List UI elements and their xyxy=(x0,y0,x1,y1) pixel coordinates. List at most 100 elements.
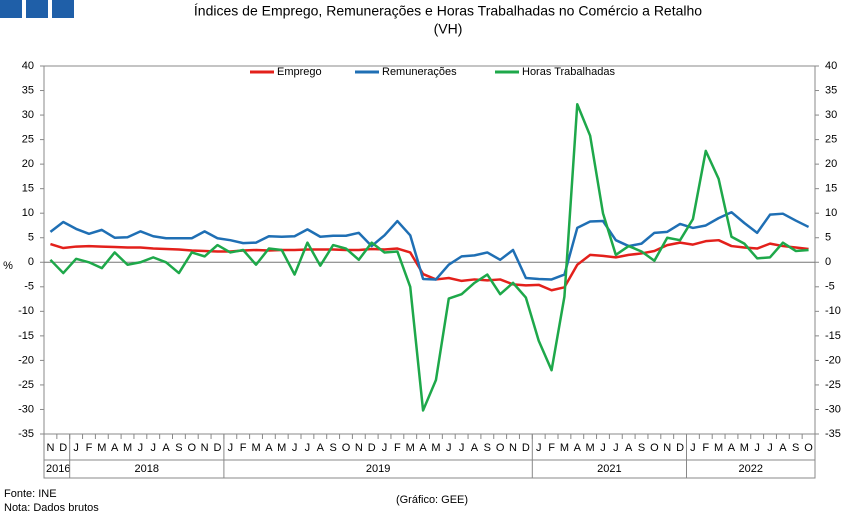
y-tick-label: 40 xyxy=(22,60,34,72)
y2-tick-label: -5 xyxy=(825,281,835,293)
x-tick-label: N xyxy=(509,442,517,454)
credit: (Gráfico: GEE) xyxy=(396,494,468,506)
y-tick-label: -15 xyxy=(18,330,34,342)
y2-tick-label: -35 xyxy=(825,428,841,440)
x-tick-label: A xyxy=(419,442,427,454)
legend-label: Remunerações xyxy=(382,66,457,78)
y-tick-label: -25 xyxy=(18,379,34,391)
y2-tick-label: 10 xyxy=(825,207,837,219)
x-tick-label: F xyxy=(548,442,555,454)
x-tick-label: J xyxy=(613,442,619,454)
y-tick-label: -20 xyxy=(18,354,34,366)
y-tick-label: 30 xyxy=(22,109,34,121)
year-label: 2021 xyxy=(597,463,621,475)
x-tick-label: J xyxy=(536,442,542,454)
x-tick-label: S xyxy=(175,442,182,454)
x-tick-label: M xyxy=(714,442,723,454)
y-tick-label: 0 xyxy=(28,256,34,268)
x-tick-label: J xyxy=(305,442,311,454)
year-label: 2022 xyxy=(739,463,763,475)
x-tick-label: M xyxy=(123,442,132,454)
x-tick-label: A xyxy=(471,442,479,454)
y2-tick-label: -10 xyxy=(825,305,841,317)
legend-label: Horas Trabalhadas xyxy=(522,66,615,78)
x-tick-label: M xyxy=(277,442,286,454)
x-tick-label: M xyxy=(740,442,749,454)
y-tick-label: 5 xyxy=(28,232,34,244)
x-tick-label: O xyxy=(187,442,196,454)
x-tick-label: J xyxy=(150,442,156,454)
x-tick-label: F xyxy=(240,442,247,454)
x-tick-label: D xyxy=(213,442,221,454)
x-tick-label: F xyxy=(702,442,709,454)
x-tick-label: S xyxy=(329,442,336,454)
source: Fonte: INE xyxy=(4,488,57,500)
series-line xyxy=(49,103,809,412)
y2-tick-label: 20 xyxy=(825,158,837,170)
x-tick-label: N xyxy=(46,442,54,454)
y2-tick-label: 30 xyxy=(825,109,837,121)
x-tick-label: A xyxy=(111,442,119,454)
x-tick-label: O xyxy=(342,442,351,454)
y2-tick-label: -15 xyxy=(825,330,841,342)
y-tick-label: -10 xyxy=(18,305,34,317)
year-label: 2018 xyxy=(135,463,159,475)
y-axis-label: % xyxy=(3,260,13,272)
x-tick-label: M xyxy=(406,442,415,454)
x-tick-label: O xyxy=(650,442,659,454)
chart-title: Índices de Emprego, Remunerações e Horas… xyxy=(194,3,702,19)
y2-tick-label: -25 xyxy=(825,379,841,391)
y2-tick-label: 0 xyxy=(825,256,831,268)
x-tick-label: O xyxy=(804,442,813,454)
x-tick-label: M xyxy=(586,442,595,454)
y-tick-label: -30 xyxy=(18,403,34,415)
x-tick-label: M xyxy=(251,442,260,454)
x-tick-label: A xyxy=(728,442,736,454)
y2-tick-label: -20 xyxy=(825,354,841,366)
x-tick-label: A xyxy=(162,442,170,454)
x-tick-label: J xyxy=(754,442,760,454)
x-tick-label: J xyxy=(292,442,298,454)
logo-block xyxy=(0,0,22,18)
x-tick-label: J xyxy=(690,442,696,454)
legend-label: Emprego xyxy=(277,66,322,78)
y-tick-label: 10 xyxy=(22,207,34,219)
x-tick-label: N xyxy=(663,442,671,454)
y2-tick-label: 15 xyxy=(825,183,837,195)
x-tick-label: D xyxy=(368,442,376,454)
x-tick-label: A xyxy=(574,442,582,454)
x-tick-label: A xyxy=(317,442,325,454)
year-label: 2019 xyxy=(366,463,390,475)
y-tick-label: -35 xyxy=(18,428,34,440)
x-tick-label: F xyxy=(394,442,401,454)
x-tick-label: J xyxy=(382,442,388,454)
year-label: 2016 xyxy=(46,463,70,475)
y-tick-label: 20 xyxy=(22,158,34,170)
x-tick-label: J xyxy=(138,442,144,454)
x-tick-label: O xyxy=(496,442,505,454)
x-tick-label: N xyxy=(201,442,209,454)
y-tick-label: 25 xyxy=(22,134,34,146)
x-tick-label: J xyxy=(600,442,606,454)
y-tick-label: 15 xyxy=(22,183,34,195)
series-line xyxy=(49,210,810,281)
logo-block xyxy=(52,0,74,18)
x-tick-label: J xyxy=(459,442,465,454)
x-tick-label: A xyxy=(265,442,273,454)
x-tick-label: M xyxy=(431,442,440,454)
x-tick-label: D xyxy=(522,442,530,454)
x-tick-label: J xyxy=(446,442,452,454)
y2-tick-label: 35 xyxy=(825,84,837,96)
x-tick-label: M xyxy=(97,442,106,454)
x-tick-label: A xyxy=(625,442,633,454)
x-tick-label: F xyxy=(86,442,93,454)
x-tick-label: S xyxy=(484,442,491,454)
x-axis-box xyxy=(43,433,816,479)
x-tick-label: J xyxy=(228,442,234,454)
x-tick-label: S xyxy=(792,442,799,454)
series-line xyxy=(50,238,809,292)
logo-block xyxy=(26,0,48,18)
y2-tick-label: 5 xyxy=(825,232,831,244)
x-tick-label: J xyxy=(73,442,79,454)
